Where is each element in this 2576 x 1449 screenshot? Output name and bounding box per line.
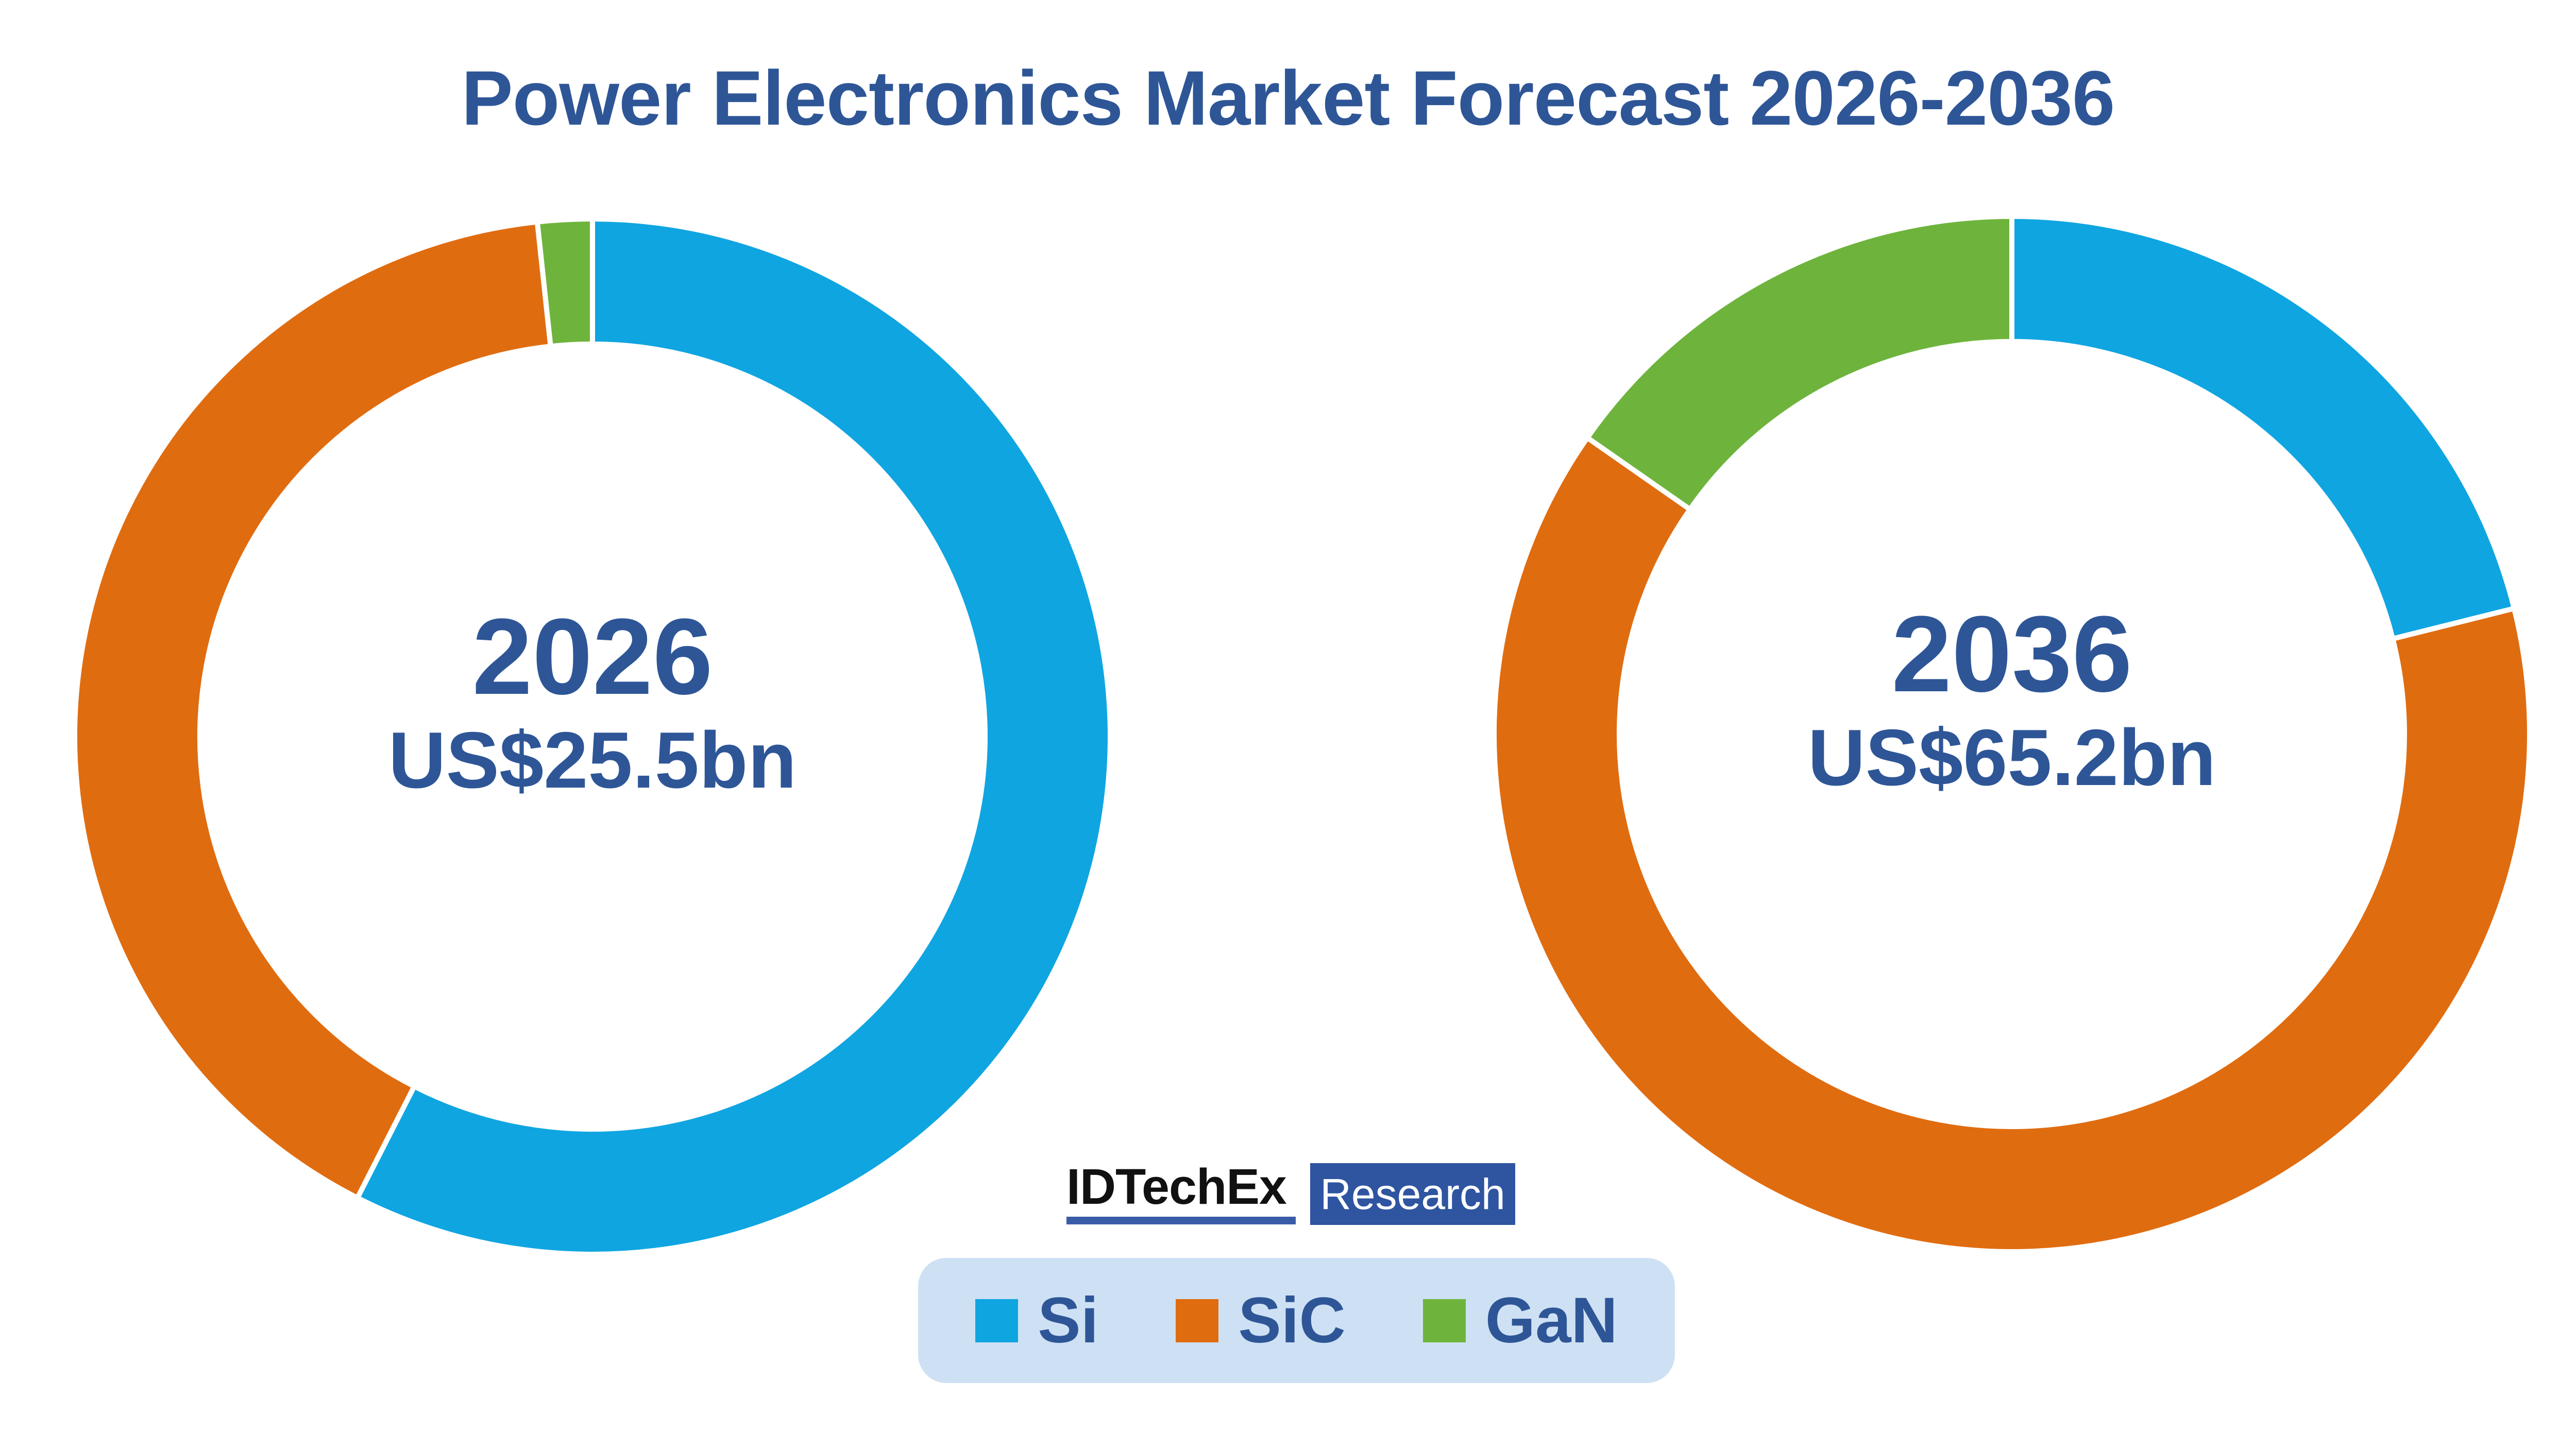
donut-2036-svg: [1492, 214, 2532, 1254]
donut-2036-slice-sic: [1492, 434, 2532, 1254]
donut-chart-2026: 2026 US$25.5bn: [72, 216, 1113, 1257]
donut-2036-slice-gan: [1583, 214, 2014, 513]
legend-item-sic: SiC: [1176, 1285, 1346, 1356]
donut-2026-slice-sic: [72, 219, 554, 1202]
legend: Si SiC GaN: [918, 1258, 1675, 1383]
chart-title: Power Electronics Market Forecast 2026-2…: [461, 55, 2115, 141]
idtechex-logo: IDTechEx Research: [1066, 1162, 1515, 1225]
idtechex-underline: [1066, 1217, 1296, 1224]
legend-label-si: Si: [1038, 1285, 1099, 1356]
legend-item-gan: GaN: [1422, 1285, 1618, 1356]
donut-2036-slice-si: [2009, 214, 2518, 642]
donut-2026-svg: [72, 216, 1113, 1257]
idtechex-brand-text: IDTechEx: [1066, 1158, 1287, 1215]
donut-2026-slice-gan: [534, 216, 595, 349]
legend-label-gan: GaN: [1485, 1285, 1618, 1356]
sic-swatch-icon: [1176, 1299, 1219, 1342]
idtechex-research-text: Research: [1320, 1170, 1505, 1218]
si-swatch-icon: [975, 1299, 1019, 1342]
idtechex-research-box: Research: [1310, 1163, 1515, 1225]
gan-swatch-icon: [1422, 1299, 1466, 1342]
legend-label-sic: SiC: [1238, 1285, 1346, 1356]
donut-chart-2036: 2036 US$65.2bn: [1492, 214, 2532, 1254]
legend-item-si: Si: [975, 1288, 1098, 1353]
idtechex-logo-left: IDTechEx: [1066, 1162, 1296, 1224]
donut-2026-slice-si: [354, 216, 1113, 1257]
